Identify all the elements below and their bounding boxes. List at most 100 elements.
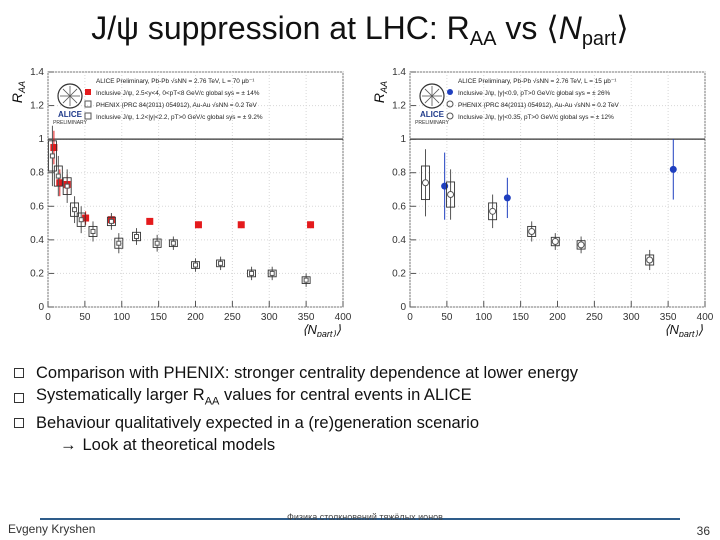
logo-ray xyxy=(69,95,78,104)
sys-box xyxy=(247,269,257,278)
legend-marker xyxy=(446,112,454,120)
data-point xyxy=(237,221,245,229)
sys-box xyxy=(301,276,311,284)
sys-box xyxy=(267,269,277,278)
page-number: 36 xyxy=(696,524,710,538)
bullet-text: Systematically larger RAA values for cen… xyxy=(36,384,472,412)
data-point xyxy=(55,173,61,179)
x-tick-label: 50 xyxy=(441,312,453,323)
page-title: J/ψ suppression at LHC: RAA vs ⟨Npart⟩ xyxy=(0,8,720,59)
x-tick-label: 100 xyxy=(475,312,492,323)
legend-header: ALICE Preliminary, Pb-Pb √sNN = 2.76 TeV… xyxy=(458,77,616,85)
y-tick-label: 0 xyxy=(38,302,44,313)
x-tick-label: 400 xyxy=(335,312,352,323)
sys-box xyxy=(76,212,86,227)
data-point xyxy=(116,240,122,246)
data-point xyxy=(269,270,275,276)
data-point xyxy=(49,153,55,159)
logo-ray xyxy=(431,95,440,104)
bullet-text-pre: Systematically larger R xyxy=(36,386,205,404)
data-point xyxy=(503,194,511,202)
sys-box xyxy=(550,236,560,247)
x-tick-label: 0 xyxy=(407,312,413,323)
bullet-text: Comparison with PHENIX: stronger central… xyxy=(36,364,579,382)
y-axis-label-sub: AA xyxy=(17,81,27,94)
logo-caption: PRELIMINARY xyxy=(415,120,449,126)
legend-text: PHENIX (PRC 84(2011) 054912), Au-Au √sNN… xyxy=(458,101,620,109)
x-axis-label: ⟨Npart⟩⟩ xyxy=(302,322,341,337)
sys-box xyxy=(114,237,124,249)
title-mid: vs ⟨ xyxy=(496,10,559,46)
x-tick-label: 0 xyxy=(45,312,51,323)
data-point xyxy=(90,228,96,234)
x-tick-label: 250 xyxy=(224,312,241,323)
x-tick-label: 350 xyxy=(298,312,315,323)
y-tick-label: 0.2 xyxy=(30,268,44,279)
data-point xyxy=(646,256,654,264)
logo-ray xyxy=(431,88,440,97)
y-tick-label: 0.6 xyxy=(392,201,406,212)
data-point xyxy=(50,144,58,152)
sys-box xyxy=(88,225,98,237)
y-axis-label: RAA xyxy=(371,81,389,103)
y-tick-label: 1.2 xyxy=(30,101,44,112)
logo-name: ALICE xyxy=(58,110,83,119)
data-point xyxy=(146,217,154,225)
bullet-item: Systematically larger RAA values for cen… xyxy=(14,384,714,412)
x-tick-label: 150 xyxy=(150,312,167,323)
x-tick-label: 250 xyxy=(586,312,603,323)
footer-author: Evgeny Kryshen xyxy=(8,522,96,536)
legend-text: Inclusive J/ψ, |y|<0.9, pT>0 GeV/c globa… xyxy=(458,90,611,97)
title-sub-aa: AA xyxy=(469,28,497,50)
legend-marker xyxy=(446,100,454,108)
data-point xyxy=(134,234,139,239)
x-tick-label: 150 xyxy=(512,312,529,323)
data-point xyxy=(154,240,160,246)
sys-box xyxy=(168,239,178,248)
y-tick-label: 1.4 xyxy=(30,67,44,78)
y-tick-label: 1.4 xyxy=(392,67,406,78)
y-axis-label: RAA xyxy=(9,81,27,103)
data-point xyxy=(441,182,449,190)
data-point xyxy=(528,227,536,235)
sys-box xyxy=(132,231,141,242)
sub-bullet-text: Look at theoretical models xyxy=(82,436,276,455)
y-tick-label: 1.2 xyxy=(392,101,406,112)
bullet-list: Comparison with PHENIX: stronger central… xyxy=(14,362,714,456)
x-tick-label: 200 xyxy=(549,312,566,323)
y-tick-label: 0 xyxy=(400,302,406,313)
title-n: N xyxy=(558,10,582,46)
legend-marker xyxy=(84,112,92,120)
legend-text: Inclusive J/ψ, 2.5<y<4, 0<pT<8 GeV/c glo… xyxy=(96,90,260,97)
chart-right-svg: 0 0.2 0.4 0.6 0.8 1 1.2 1.4 0 50 100 150 200 250 300 35… xyxy=(371,67,714,337)
x-tick-label: 300 xyxy=(261,312,278,323)
title-sub-part: part xyxy=(581,28,617,50)
logo-name: ALICE xyxy=(420,110,445,119)
legend-header: ALICE Preliminary, Pb-Pb √sNN = 2.76 TeV… xyxy=(96,77,254,85)
square-bullet-icon xyxy=(14,418,24,429)
logo-caption: PRELIMINARY xyxy=(53,120,87,126)
x-tick-label: 200 xyxy=(187,312,204,323)
y-tick-label: 1 xyxy=(38,134,44,145)
chart-left-svg: 0 0.2 0.4 0.6 0.8 1 1.2 1.4 0 50 100 150 200 250 300 35… xyxy=(9,67,352,337)
logo-ray xyxy=(62,88,71,97)
sys-box xyxy=(62,177,72,195)
logo-ray xyxy=(62,95,71,104)
sys-box xyxy=(421,165,430,201)
sys-box xyxy=(488,202,498,221)
x-axis-label: ⟨Npart⟩⟩ xyxy=(664,322,703,337)
legend-text: PHENIX (PRC 84(2011) 054912), Au-Au √sNN… xyxy=(96,101,258,109)
legend-text: Inclusive J/ψ, 1.2<|y|<2.2, pT>0 GeV/c g… xyxy=(96,114,263,121)
data-point xyxy=(447,191,455,199)
footer-event: Физика столкновений тяжёлых ионов xyxy=(287,512,443,522)
chart-right: 0 0.2 0.4 0.6 0.8 1 1.2 1.4 0 50 100 150 200 250 300 35… xyxy=(370,62,715,337)
sys-box xyxy=(191,261,200,269)
data-point xyxy=(577,241,585,249)
data-point xyxy=(170,240,176,246)
x-tick-label: 350 xyxy=(660,312,677,323)
sys-box xyxy=(47,140,57,172)
data-point xyxy=(551,238,559,246)
chart-left: 0 0.2 0.4 0.6 0.8 1 1.2 1.4 0 50 100 150 200 250 300 35… xyxy=(8,62,353,337)
x-axis-label-sub: part⟩ xyxy=(678,329,699,337)
data-point xyxy=(307,221,315,229)
